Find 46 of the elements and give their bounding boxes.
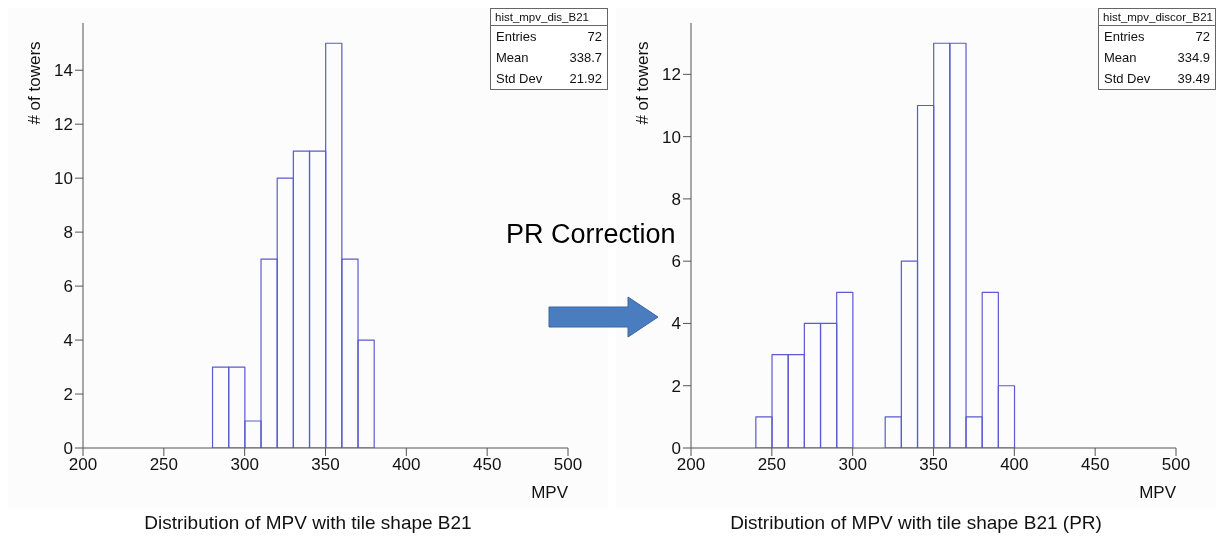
x-axis-title: MPV: [531, 483, 569, 502]
y-tick-label: 4: [63, 331, 73, 351]
x-tick-label: 300: [838, 455, 867, 475]
y-tick-label: 8: [671, 189, 681, 209]
text: Distribution of MPV with tile shape B21: [143, 512, 473, 534]
text: 21.92: [569, 71, 602, 86]
y-tick-label: 4: [671, 314, 681, 334]
y-tick-label: 12: [662, 65, 681, 85]
text: 72: [587, 29, 602, 44]
x-tick-label: 350: [919, 455, 948, 475]
annotation: Mean: [496, 50, 529, 65]
y-tick-label: 2: [63, 385, 73, 405]
x-tick-label: 500: [1161, 455, 1191, 475]
y-tick-label: 8: [63, 223, 73, 243]
annotation: Std Dev: [1104, 71, 1151, 86]
text: hist_mpv_dis_B21: [491, 9, 607, 26]
text: 334.9: [1177, 50, 1210, 65]
y-tick-label: 10: [54, 169, 73, 189]
x-tick-label: 450: [1080, 455, 1110, 475]
y-tick-label: 2: [671, 376, 681, 396]
x-tick-label: 250: [757, 455, 787, 475]
y-axis-title: # of towers: [633, 41, 653, 125]
text: 338.7: [569, 50, 602, 65]
x-tick-label: 400: [392, 455, 421, 475]
annotation: Mean: [1104, 50, 1137, 65]
y-tick-label: 10: [662, 127, 681, 147]
annotation: Entries: [496, 29, 537, 44]
x-tick-label: 350: [311, 455, 340, 475]
x-tick-label: 500: [553, 455, 583, 475]
text: 72: [1195, 29, 1210, 44]
y-tick-label: 6: [63, 277, 73, 297]
y-axis-title: # of towers: [25, 41, 45, 125]
y-tick-label: 14: [54, 61, 73, 81]
text: 39.49: [1177, 71, 1210, 86]
annotation: hist_mpv_discor_B21: [1099, 9, 1215, 26]
y-tick-label: 12: [54, 115, 73, 135]
annotation: Entries: [1104, 29, 1145, 44]
x-tick-label: 450: [472, 455, 502, 475]
x-tick-label: 400: [1000, 455, 1029, 475]
annotation: Std Dev: [496, 71, 543, 86]
x-axis-title: MPV: [1139, 483, 1177, 502]
x-tick-label: 300: [230, 455, 259, 475]
annotation: PR Correction: [506, 218, 676, 250]
x-tick-label: 250: [149, 455, 179, 475]
text: Distribution of MPV with tile shape B21 (PR): [729, 512, 1103, 534]
y-tick-label: 6: [671, 252, 681, 272]
